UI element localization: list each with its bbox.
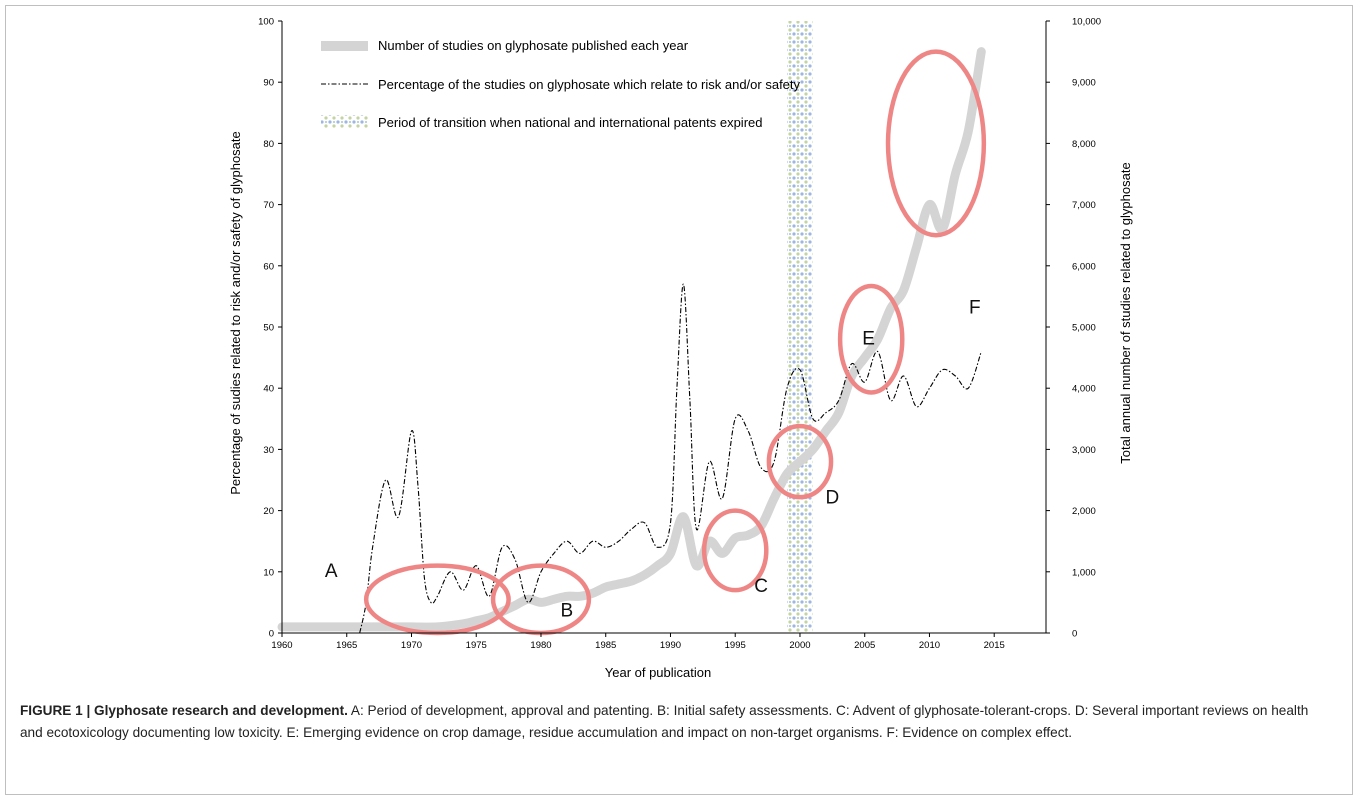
y-left-tick-label: 80: [263, 139, 274, 150]
annotation-label-d: D: [825, 487, 839, 508]
x-tick-label: 2015: [984, 640, 1005, 651]
series-studies-line: [277, 47, 986, 632]
figure-caption: FIGURE 1 | Glyphosate research and devel…: [20, 700, 1320, 744]
legend-swatch-patent: [321, 115, 368, 128]
y-left-tick-label: 0: [269, 629, 274, 640]
x-tick-label: 1995: [725, 640, 746, 651]
annotation-label-a: A: [325, 561, 338, 582]
y-right-tick-label: 6,000: [1072, 261, 1096, 272]
y-left-tick-label: 70: [263, 200, 274, 211]
patent-period-band: [787, 21, 813, 633]
caption-text: A: Period of development, approval and p…: [20, 703, 1309, 740]
x-tick-label: 2010: [919, 640, 940, 651]
annotation-label-e: E: [862, 328, 875, 349]
y-right-tick-label: 0: [1072, 629, 1077, 640]
figure-frame: [5, 5, 1353, 795]
legend-swatch-studies: [321, 41, 368, 51]
y-right-tick-label: 10,000: [1072, 17, 1101, 28]
y-left-tick-label: 60: [263, 261, 274, 272]
y-right-tick-label: 8,000: [1072, 139, 1096, 150]
y-right-tick-label: 1,000: [1072, 567, 1096, 578]
x-tick-label: 2000: [789, 640, 810, 651]
y-left-axis-title: Percentage of sudies related to risk and…: [228, 131, 243, 495]
annotation-ellipse-e: [837, 283, 905, 395]
x-axis-title: Year of publication: [605, 665, 712, 680]
x-tick-label: 2005: [854, 640, 875, 651]
x-tick-label: 1960: [271, 640, 292, 651]
y-left-tick-label: 90: [263, 78, 274, 89]
x-tick-label: 1990: [660, 640, 681, 651]
y-right-tick-label: 9,000: [1072, 78, 1096, 89]
legend-label-percentage: Percentage of the studies on glyphosate …: [378, 77, 801, 92]
x-tick-label: 1970: [401, 640, 422, 651]
annotation-label-b: B: [561, 601, 574, 622]
y-left-tick-label: 10: [263, 567, 274, 578]
y-left-tick-label: 20: [263, 506, 274, 517]
x-tick-label: 1965: [336, 640, 357, 651]
y-right-tick-label: 3,000: [1072, 445, 1096, 456]
annotation-ellipse-c: [701, 508, 769, 593]
y-right-axis-title: Total annual number of studies related t…: [1118, 162, 1133, 463]
chart-canvas: A B C D E F 1960 1965 1970 1975 1980 1985 1990 1995 2…: [228, 17, 1133, 681]
caption-label: FIGURE 1 | Glyphosate research and devel…: [20, 703, 348, 718]
x-tick-label: 1975: [466, 640, 487, 651]
legend-label-patent: Period of transition when national and i…: [378, 115, 762, 130]
y-left-tick-label: 40: [263, 384, 274, 395]
y-right-tick-label: 5,000: [1072, 323, 1096, 334]
annotation-ellipse-d: [766, 423, 834, 500]
annotation-label-c: C: [754, 576, 768, 597]
legend-label-studies: Number of studies on glyphosate publishe…: [378, 38, 689, 53]
y-left-tick-label: 30: [263, 445, 274, 456]
y-left-tick-label: 100: [258, 17, 274, 28]
annotation-ellipse-f: [885, 49, 987, 238]
x-tick-label: 1985: [595, 640, 616, 651]
annotation-label-f: F: [969, 298, 981, 319]
y-left-tick-label: 50: [263, 323, 274, 334]
y-right-tick-label: 7,000: [1072, 200, 1096, 211]
y-right-tick-label: 4,000: [1072, 384, 1096, 395]
series-percentage-line: [359, 283, 982, 634]
x-tick-label: 1980: [530, 640, 551, 651]
y-right-tick-label: 2,000: [1072, 506, 1096, 517]
